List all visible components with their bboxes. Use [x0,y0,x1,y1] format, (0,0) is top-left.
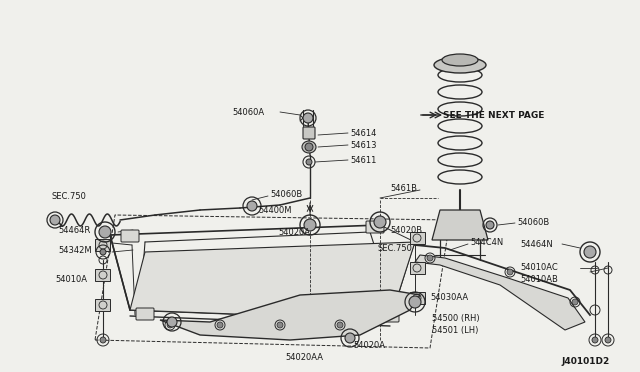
Ellipse shape [434,57,486,73]
Circle shape [305,143,313,151]
Circle shape [507,269,513,275]
Bar [95,299,110,311]
Text: SEC.750: SEC.750 [52,192,87,201]
Circle shape [303,113,313,123]
Text: 54020B: 54020B [390,225,422,234]
Ellipse shape [442,54,478,66]
Bar [410,262,425,274]
Text: 54060A: 54060A [232,108,264,116]
Text: 54020A: 54020A [353,340,385,350]
Text: 54060B: 54060B [517,218,549,227]
Text: 5461B: 5461B [390,183,417,192]
Text: 54010AC: 54010AC [520,263,557,273]
Circle shape [584,246,596,258]
Circle shape [277,322,283,328]
Bar [410,232,425,244]
Circle shape [167,317,177,327]
Circle shape [592,337,598,343]
Circle shape [486,221,494,229]
Polygon shape [415,255,585,330]
Text: 54614: 54614 [350,128,376,138]
Bar [95,269,110,281]
Polygon shape [432,210,488,240]
Circle shape [100,337,106,343]
Text: 54501 (LH): 54501 (LH) [432,326,478,334]
Circle shape [304,219,316,231]
Circle shape [247,201,257,211]
Text: 54020A: 54020A [278,228,310,237]
Circle shape [409,296,421,308]
FancyBboxPatch shape [121,230,139,242]
Polygon shape [130,242,415,320]
Circle shape [100,249,106,255]
Bar [95,239,110,251]
Circle shape [50,215,60,225]
Circle shape [217,322,223,328]
Text: 544C4N: 544C4N [470,237,503,247]
Polygon shape [160,290,420,340]
Circle shape [605,337,611,343]
Text: 54613: 54613 [350,141,376,150]
Text: 54400M: 54400M [258,205,291,215]
Text: 54010AB: 54010AB [520,276,558,285]
Text: SEE THE NEXT PAGE: SEE THE NEXT PAGE [443,110,545,119]
Text: 54010A: 54010A [55,276,87,285]
Text: 54464N: 54464N [520,240,553,248]
Circle shape [167,322,173,328]
Text: 54030AA: 54030AA [430,294,468,302]
Text: J40101D2: J40101D2 [562,357,610,366]
Circle shape [306,159,312,165]
Circle shape [99,226,111,238]
Circle shape [427,255,433,261]
Text: 54060B: 54060B [270,189,302,199]
FancyBboxPatch shape [381,310,399,322]
Text: 54020AA: 54020AA [285,353,323,362]
Text: SEC.750: SEC.750 [378,244,413,253]
Text: 54611: 54611 [350,155,376,164]
FancyBboxPatch shape [136,308,154,320]
Text: 54500 (RH): 54500 (RH) [432,314,479,323]
Bar [410,292,425,304]
FancyBboxPatch shape [366,221,384,233]
Text: 54464R: 54464R [58,225,90,234]
Circle shape [572,299,578,305]
Text: 54342M: 54342M [58,246,92,254]
Circle shape [337,322,343,328]
Circle shape [345,333,355,343]
Ellipse shape [302,141,316,153]
Circle shape [374,216,386,228]
FancyBboxPatch shape [303,127,315,139]
